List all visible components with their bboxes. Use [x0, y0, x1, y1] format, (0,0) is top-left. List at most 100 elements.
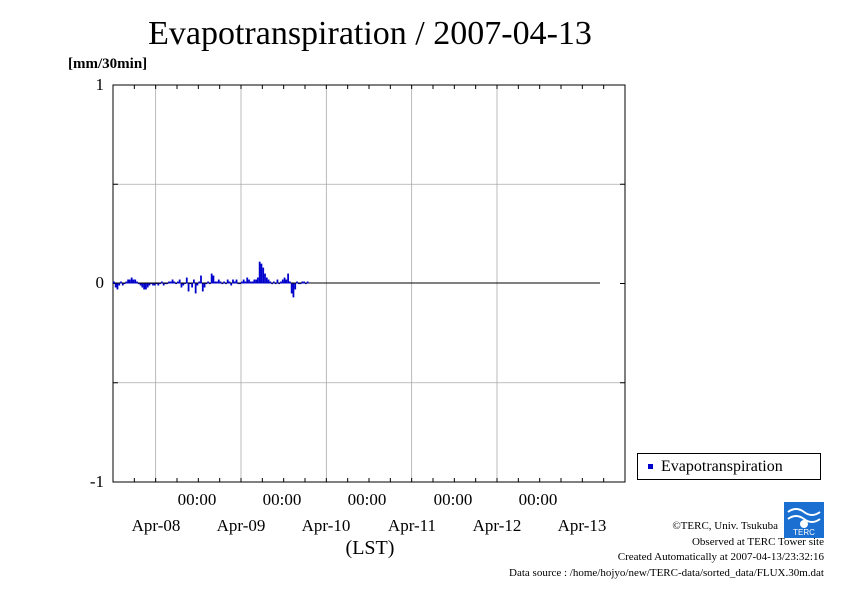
series-bar: [299, 283, 302, 285]
series-bar: [290, 283, 293, 294]
credits-created: Created Automatically at 2007-04-13/23:3…: [617, 551, 824, 563]
series-bar: [152, 283, 154, 286]
series-bar: [217, 279, 220, 284]
series-bar: [113, 281, 115, 284]
series-bar: [285, 279, 288, 284]
x-date-label: Apr-08: [131, 516, 181, 535]
series-bar: [189, 283, 192, 285]
series-bar: [281, 279, 284, 284]
series-bar: [249, 281, 252, 284]
series-bar: [184, 283, 186, 285]
series-bar: [120, 281, 122, 284]
series-bar: [116, 283, 119, 290]
series-bar: [143, 283, 145, 290]
series-bar: [144, 283, 147, 290]
series-bar: [237, 283, 240, 285]
series-bar: [288, 281, 291, 284]
series-bar: [264, 273, 266, 284]
series-bar: [228, 281, 231, 284]
y-tick-label-1: 1: [95, 75, 105, 94]
series-bar: [283, 277, 286, 284]
series-bar: [128, 279, 131, 284]
series-bar: [260, 263, 263, 284]
chart-title: Evapotranspiration / 2007-04-13: [148, 15, 592, 52]
series-bar: [210, 273, 213, 284]
series-bar: [139, 283, 142, 286]
logo-text: TERC: [793, 528, 815, 537]
series-bar: [226, 279, 229, 284]
series-bar: [121, 283, 124, 286]
series-bar: [114, 283, 117, 288]
series-bar: [201, 283, 204, 292]
series-bar: [246, 277, 249, 284]
series-bar: [153, 283, 156, 286]
series-bar: [244, 281, 247, 284]
series-bar: [198, 281, 201, 284]
credits-source: Data source : /home/hojyo/new/TERC-data/…: [509, 566, 824, 579]
series-bar: [137, 283, 140, 285]
series-bar: [162, 283, 165, 286]
series-bar: [160, 281, 163, 284]
series-bar: [185, 277, 188, 284]
x-time-label: 00:00: [262, 490, 302, 509]
series-bar: [224, 283, 227, 285]
y-tick-label-minus1: -1: [89, 472, 104, 491]
series-bar: [272, 281, 275, 284]
series-bar: [208, 283, 211, 285]
series-bar: [230, 283, 233, 286]
x-time-label: 00:00: [433, 490, 473, 509]
series-bar: [304, 283, 307, 285]
x-date-label: Apr-10: [301, 516, 351, 535]
series-bar: [271, 283, 273, 285]
series-bar: [267, 279, 270, 284]
series-bar: [182, 283, 185, 286]
series-bar: [176, 281, 179, 284]
series-bars: [113, 261, 309, 298]
legend: Evapotranspiration: [637, 453, 821, 480]
credits-copyright: ©TERC, Univ. Tsukuba: [672, 520, 778, 532]
series-bar: [262, 267, 265, 284]
series-bar: [150, 283, 153, 285]
x-date-label: Apr-13: [557, 516, 607, 535]
series-bar: [191, 283, 193, 288]
series-bar: [207, 281, 209, 284]
series-bar: [123, 283, 126, 285]
series-bar: [200, 275, 202, 284]
series-bar: [276, 279, 279, 284]
x-axis-label: (LST): [345, 537, 395, 559]
x-time-label: 00:00: [347, 490, 387, 509]
series-bar: [280, 281, 282, 284]
series-bar: [251, 281, 254, 284]
series-bar: [297, 283, 300, 285]
series-bar: [180, 283, 183, 288]
series-bar: [301, 281, 304, 284]
series-bar: [278, 283, 281, 285]
series-bar: [233, 281, 236, 284]
legend-swatch: [648, 464, 653, 469]
series-bar: [203, 283, 206, 288]
series-bar: [166, 283, 169, 285]
series-bar: [216, 281, 218, 284]
credits-site: Observed at TERC Tower site: [691, 535, 824, 548]
series-bar: [164, 283, 167, 285]
series-bar: [127, 279, 129, 284]
series-bar: [292, 283, 295, 298]
series-bar: [171, 279, 174, 284]
series-bar: [287, 273, 289, 284]
series-bar: [157, 283, 160, 286]
series-bar: [248, 279, 250, 284]
series-bar: [214, 281, 217, 284]
series-bar: [219, 281, 222, 284]
series-bar: [306, 281, 309, 284]
series-bar: [242, 279, 245, 284]
series-bar: [178, 279, 181, 284]
series-bar: [240, 281, 243, 284]
series-bar: [253, 279, 256, 284]
series-bar: [232, 279, 234, 284]
series-bar: [175, 283, 177, 285]
series-bar: [155, 283, 158, 285]
y-axis-unit-label: [mm/30min]: [68, 56, 148, 72]
x-date-label: Apr-12: [472, 516, 522, 535]
series-bar: [239, 283, 241, 285]
